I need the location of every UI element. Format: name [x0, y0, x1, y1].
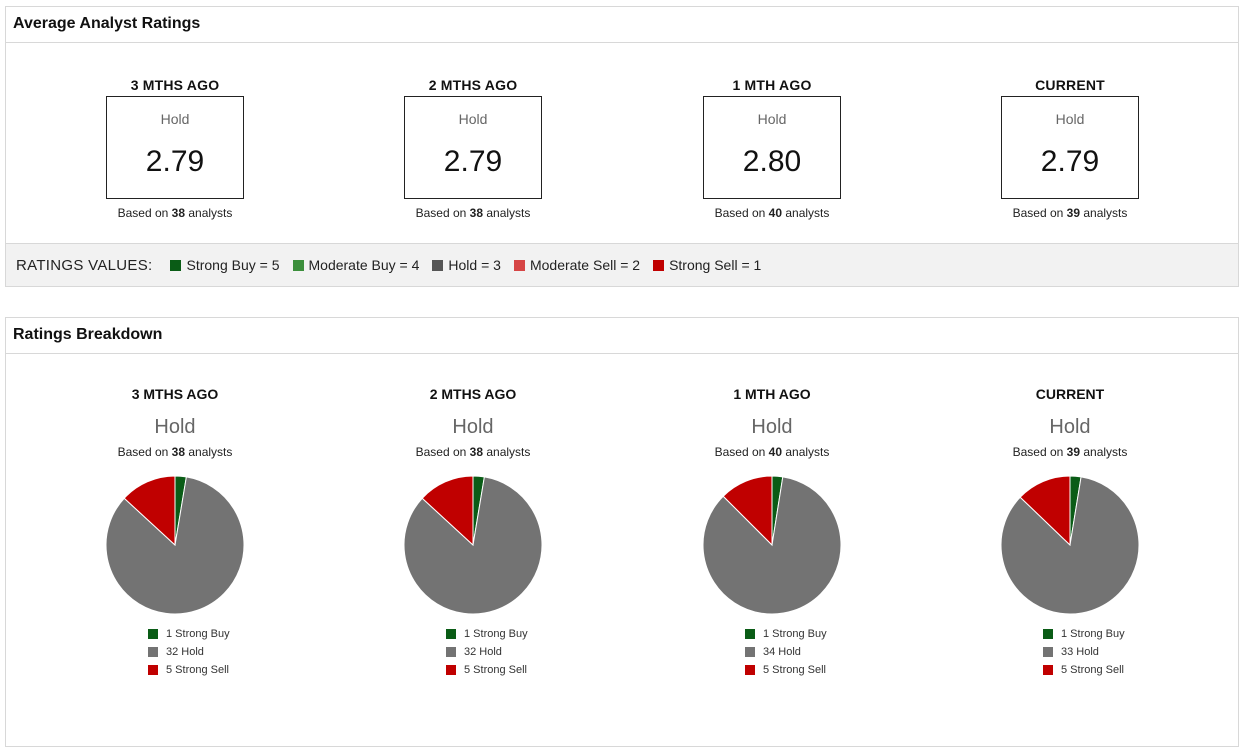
- based-on-text: Based on 38 analysts: [117, 445, 233, 459]
- breakdown-period-current: CURRENT Hold Based on 39 analysts 1 Stro…: [921, 386, 1219, 679]
- analyst-count: 38: [171, 445, 186, 459]
- breakdown-period-2m: 2 MTHS AGO Hold Based on 38 analysts 1 S…: [324, 386, 622, 679]
- based-on-text: Based on 38 analysts: [117, 206, 233, 220]
- rating-value: 2.79: [443, 145, 503, 178]
- avg-period-3m: 3 MTHS AGO Hold 2.79 Based on 38 analyst…: [26, 77, 324, 220]
- analyst-count: 39: [1066, 445, 1081, 459]
- legend-strong-buy: 1 Strong Buy: [446, 625, 533, 643]
- period-label: CURRENT: [1035, 386, 1105, 402]
- legend-strong-buy: 1 Strong Buy: [745, 625, 832, 643]
- based-on-text: Based on 40 analysts: [714, 206, 830, 220]
- rv-moderate-sell: Moderate Sell = 2: [513, 257, 640, 273]
- moderate-sell-swatch: [513, 259, 525, 271]
- rv-strong-buy: Strong Buy = 5: [170, 257, 280, 273]
- ratings-breakdown-panel: Ratings Breakdown 3 MTHS AGO Hold Based …: [5, 317, 1239, 747]
- rating-label: Hold: [1055, 111, 1085, 127]
- rating-label: Hold: [1049, 416, 1091, 438]
- rating-box: Hold 2.79: [1001, 96, 1139, 199]
- pie-slice-strong-sell: [123, 475, 176, 547]
- legend-hold: 33 Hold: [1043, 643, 1130, 661]
- pie-chart: [403, 475, 543, 615]
- pie-slice-strong-sell: [722, 475, 773, 547]
- based-on-text: Based on 39 analysts: [1012, 206, 1128, 220]
- pie-chart: [1000, 475, 1140, 615]
- rv-moderate-buy: Moderate Buy = 4: [292, 257, 419, 273]
- based-on-text: Based on 38 analysts: [415, 206, 531, 220]
- rv-strong-sell: Strong Sell = 1: [653, 257, 761, 273]
- rating-box: Hold 2.79: [106, 96, 244, 199]
- rating-label: Hold: [452, 416, 494, 438]
- legend-hold: 34 Hold: [745, 643, 832, 661]
- period-label: CURRENT: [1035, 77, 1105, 93]
- analyst-count: 38: [469, 206, 484, 220]
- based-on-text: Based on 39 analysts: [1012, 445, 1128, 459]
- pie-chart: [702, 475, 842, 615]
- rating-box: Hold 2.80: [703, 96, 841, 199]
- legend-strong-buy: 1 Strong Buy: [1043, 625, 1130, 643]
- legend-strong-buy: 1 Strong Buy: [148, 625, 235, 643]
- avg-period-2m: 2 MTHS AGO Hold 2.79 Based on 38 analyst…: [324, 77, 622, 220]
- rating-label: Hold: [757, 111, 787, 127]
- pie-legend: 1 Strong Buy 33 Hold 5 Strong Sell: [1010, 625, 1130, 679]
- legend-strong-sell: 5 Strong Sell: [446, 661, 533, 679]
- analyst-count: 38: [171, 206, 186, 220]
- pie-chart: [105, 475, 245, 615]
- pie-legend: 1 Strong Buy 34 Hold 5 Strong Sell: [712, 625, 832, 679]
- avg-period-current: CURRENT Hold 2.79 Based on 39 analysts: [921, 77, 1219, 220]
- avg-period-1m: 1 MTH AGO Hold 2.80 Based on 40 analysts: [623, 77, 921, 220]
- rating-label: Hold: [458, 111, 488, 127]
- rv-hold: Hold = 3: [432, 257, 501, 273]
- period-label: 1 MTH AGO: [733, 386, 811, 402]
- rating-value: 2.79: [1040, 145, 1100, 178]
- analyst-count: 39: [1066, 206, 1081, 220]
- analyst-count: 38: [469, 445, 484, 459]
- period-label: 1 MTH AGO: [732, 77, 812, 93]
- analyst-count: 40: [768, 445, 783, 459]
- period-label: 2 MTHS AGO: [429, 386, 517, 402]
- legend-hold: 32 Hold: [446, 643, 533, 661]
- rating-value: 2.79: [145, 145, 205, 178]
- rating-box: Hold 2.79: [404, 96, 542, 199]
- rating-label: Hold: [154, 416, 196, 438]
- pie-slice-strong-sell: [1019, 475, 1071, 547]
- pie-legend: 1 Strong Buy 32 Hold 5 Strong Sell: [413, 625, 533, 679]
- based-on-text: Based on 40 analysts: [714, 445, 830, 459]
- hold-swatch: [432, 259, 444, 271]
- ratings-breakdown-title: Ratings Breakdown: [6, 318, 1238, 354]
- rating-label: Hold: [160, 111, 190, 127]
- pie-legend: 1 Strong Buy 32 Hold 5 Strong Sell: [115, 625, 235, 679]
- pie-slice-strong-sell: [421, 475, 474, 547]
- rating-value: 2.80: [742, 145, 802, 178]
- rating-label: Hold: [751, 416, 793, 438]
- legend-strong-sell: 5 Strong Sell: [1043, 661, 1130, 679]
- period-label: 2 MTHS AGO: [428, 77, 518, 93]
- based-on-text: Based on 38 analysts: [415, 445, 531, 459]
- ratings-values-title: RATINGS VALUES:: [16, 256, 153, 274]
- average-ratings-title: Average Analyst Ratings: [6, 7, 1238, 43]
- ratings-values-legend: RATINGS VALUES: Strong Buy = 5 Moderate …: [6, 243, 1238, 286]
- breakdown-period-3m: 3 MTHS AGO Hold Based on 38 analysts 1 S…: [26, 386, 324, 679]
- period-label: 3 MTHS AGO: [130, 77, 220, 93]
- legend-strong-sell: 5 Strong Sell: [745, 661, 832, 679]
- breakdown-period-1m: 1 MTH AGO Hold Based on 40 analysts 1 St…: [623, 386, 921, 679]
- period-label: 3 MTHS AGO: [131, 386, 219, 402]
- strong-buy-swatch: [170, 259, 182, 271]
- legend-strong-sell: 5 Strong Sell: [148, 661, 235, 679]
- strong-sell-swatch: [653, 259, 665, 271]
- average-ratings-panel: Average Analyst Ratings 3 MTHS AGO Hold …: [5, 6, 1239, 287]
- analyst-count: 40: [768, 206, 783, 220]
- moderate-buy-swatch: [292, 259, 304, 271]
- legend-hold: 32 Hold: [148, 643, 235, 661]
